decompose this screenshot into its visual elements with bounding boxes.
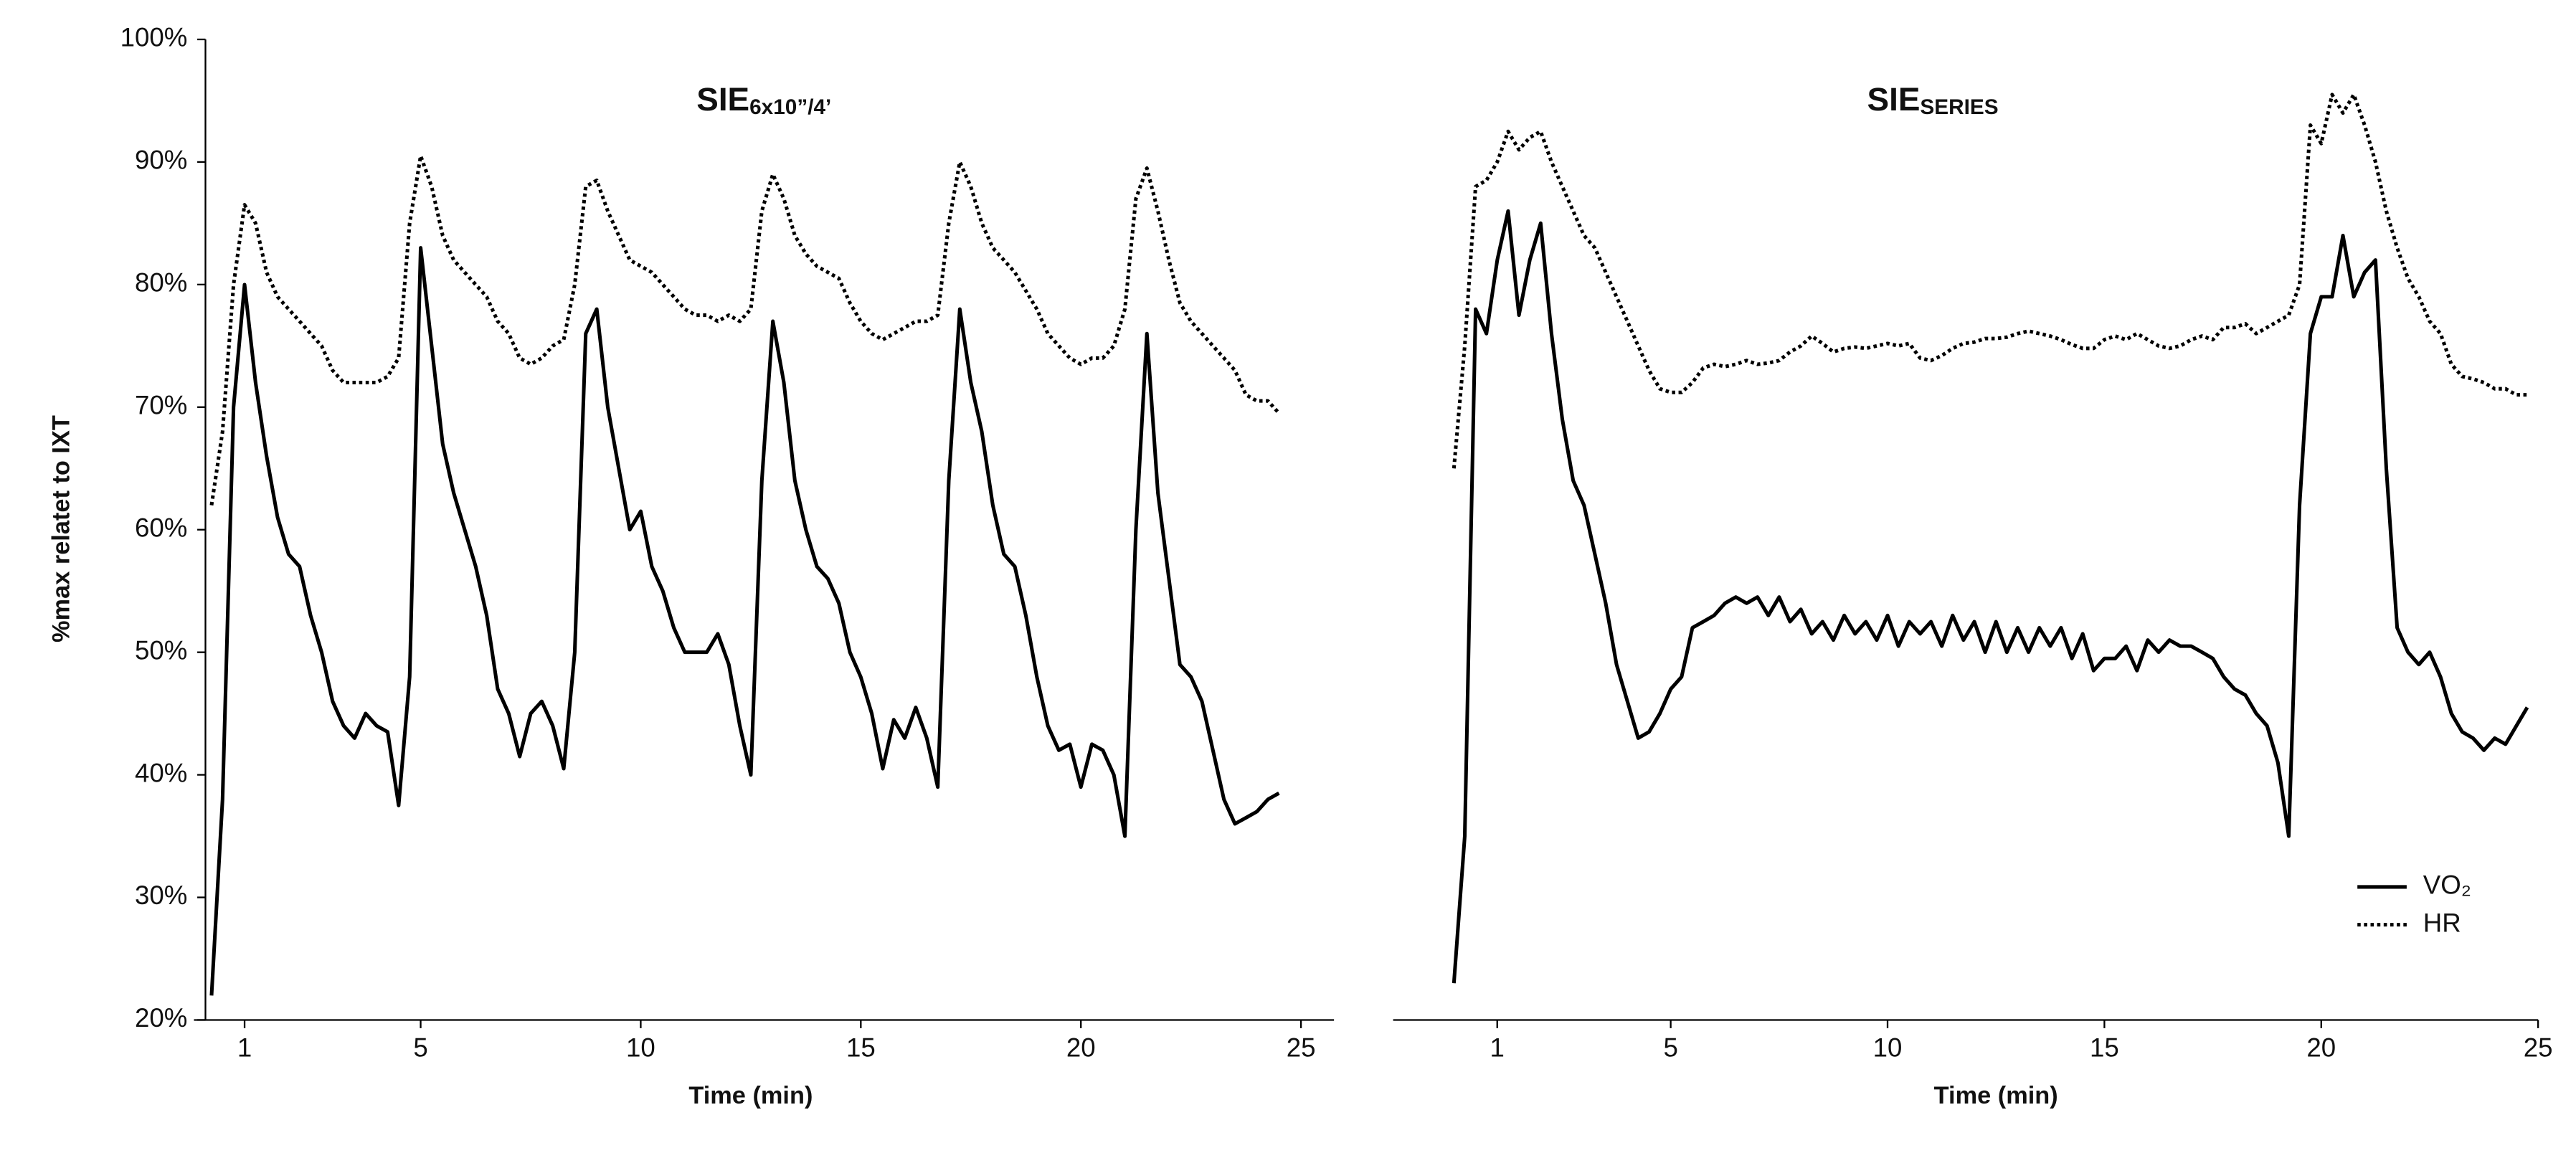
y-tick-label: 100% [120, 23, 188, 52]
title-subscript: SERIES [1920, 95, 1998, 119]
series-line [209, 246, 1280, 996]
x-tick-label: 15 [846, 1033, 876, 1062]
x-tick-label: 5 [1663, 1033, 1677, 1062]
x-axis-label: Time (min) [688, 1082, 813, 1109]
y-tick-label: 30% [135, 881, 187, 910]
y-tick-label: 40% [135, 758, 187, 787]
x-tick-label: 1 [1490, 1033, 1505, 1062]
y-tick-label: 70% [135, 390, 187, 419]
series-line [1452, 209, 2529, 984]
x-tick-label: 25 [2524, 1033, 2553, 1062]
x-tick-label: 25 [1287, 1033, 1316, 1062]
title-subscript: 6x10”/4’ [749, 95, 831, 119]
x-axis-label: Time (min) [1934, 1082, 2058, 1109]
y-tick-label: 80% [135, 268, 187, 298]
y-tick-label: 50% [135, 635, 187, 665]
x-tick-label: 15 [2090, 1033, 2119, 1062]
y-tick-label: 20% [135, 1003, 187, 1033]
chart-title: SIESERIES [1867, 81, 1999, 119]
legend-label: VO₂ [2423, 870, 2471, 900]
y-axis-label: %max relatet to IXT [47, 415, 75, 642]
title-main: SIE [696, 81, 749, 118]
series-line [209, 153, 1281, 506]
chart-title: SIE6x10”/4’ [696, 81, 831, 119]
x-tick-label: 10 [1873, 1033, 1903, 1062]
y-tick-label: 90% [135, 146, 187, 175]
legend-label: HR [2423, 908, 2461, 937]
x-tick-label: 20 [2306, 1033, 2336, 1062]
title-main: SIE [1867, 81, 1921, 118]
x-tick-label: 5 [413, 1033, 427, 1062]
y-tick-label: 60% [135, 513, 187, 542]
x-tick-label: 20 [1066, 1033, 1096, 1062]
x-tick-label: 1 [237, 1033, 252, 1062]
series-line [1452, 92, 2528, 469]
x-tick-label: 10 [626, 1033, 655, 1062]
